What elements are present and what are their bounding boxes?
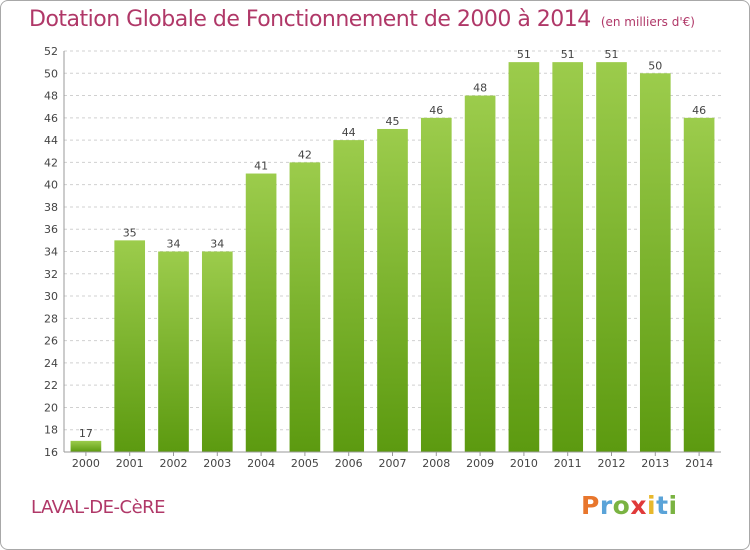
x-tick-label-2003: 2003 bbox=[203, 457, 231, 470]
proxiti-logo: Proxiti bbox=[581, 491, 678, 520]
y-tick-label: 22 bbox=[44, 379, 58, 392]
y-tick-label: 30 bbox=[44, 290, 58, 303]
y-tick-label: 24 bbox=[44, 357, 58, 370]
data-label-2004: 41 bbox=[254, 160, 268, 173]
x-tick-label-2008: 2008 bbox=[422, 457, 450, 470]
bar-2000 bbox=[70, 440, 102, 452]
y-tick-label: 44 bbox=[44, 134, 58, 147]
x-tick-label-2004: 2004 bbox=[247, 457, 275, 470]
data-label-2006: 44 bbox=[342, 126, 356, 139]
y-tick-label: 28 bbox=[44, 312, 58, 325]
axes: 16 18 20 22 24 26 28 30 32 34 36 38 40 42 44 46 48 50 52 20… bbox=[44, 45, 721, 470]
y-tick-label: 46 bbox=[44, 112, 58, 125]
y-tick-label: 26 bbox=[44, 335, 58, 348]
data-labels: 17 35 34 34 41 42 44 45 46 48 51 51 51 50 46 bbox=[79, 48, 706, 440]
data-label-2013: 50 bbox=[648, 59, 662, 72]
logo-letter: r bbox=[599, 491, 613, 520]
data-label-2000: 17 bbox=[79, 427, 93, 440]
y-tick-label: 48 bbox=[44, 90, 58, 103]
x-tick-label-2000: 2000 bbox=[72, 457, 100, 470]
bar-2004 bbox=[245, 173, 277, 452]
x-tick-label-2011: 2011 bbox=[554, 457, 582, 470]
data-label-2014: 46 bbox=[692, 104, 706, 117]
x-tick-label-2009: 2009 bbox=[466, 457, 494, 470]
logo-letter: i bbox=[647, 491, 657, 520]
data-label-2011: 51 bbox=[561, 48, 575, 61]
chart-unit: (en milliers d'€) bbox=[600, 15, 695, 29]
bar-2006 bbox=[333, 140, 365, 452]
logo-letter: t bbox=[656, 491, 669, 520]
bar-2013 bbox=[639, 73, 671, 453]
x-tick-label-2010: 2010 bbox=[510, 457, 538, 470]
logo-letter: i bbox=[668, 491, 678, 520]
x-tick-label-2013: 2013 bbox=[641, 457, 669, 470]
logo-letter: P bbox=[581, 491, 600, 520]
y-tick-label: 32 bbox=[44, 268, 58, 281]
bar-2008 bbox=[420, 117, 452, 452]
data-label-2005: 42 bbox=[298, 148, 312, 161]
data-label-2009: 48 bbox=[473, 82, 487, 95]
data-label-2002: 34 bbox=[167, 238, 181, 251]
bar-2002 bbox=[158, 251, 189, 452]
bars bbox=[70, 62, 715, 453]
bar-2005 bbox=[289, 162, 321, 452]
bar-2003 bbox=[201, 251, 233, 452]
data-label-2003: 34 bbox=[210, 238, 224, 251]
x-tick-label-2002: 2002 bbox=[160, 457, 188, 470]
y-tick-label: 38 bbox=[44, 201, 58, 214]
y-tick-label: 18 bbox=[44, 424, 58, 437]
bar-2011 bbox=[552, 62, 584, 453]
bar-2001 bbox=[114, 240, 146, 452]
y-tick-label: 36 bbox=[44, 223, 58, 236]
y-tick-label: 34 bbox=[44, 246, 58, 259]
title-row: Dotation Globale de Fonctionnement de 20… bbox=[29, 7, 695, 32]
data-label-2001: 35 bbox=[123, 226, 137, 239]
y-tick-label: 20 bbox=[44, 401, 58, 414]
y-tick-label: 16 bbox=[44, 446, 58, 459]
chart-title: Dotation Globale de Fonctionnement de 20… bbox=[29, 7, 591, 32]
x-tick-label-2001: 2001 bbox=[116, 457, 144, 470]
bar-2007 bbox=[377, 128, 408, 452]
bar-2009 bbox=[464, 95, 496, 453]
logo-letter: o bbox=[612, 491, 631, 520]
x-tick-label-2014: 2014 bbox=[685, 457, 713, 470]
x-tick-label-2005: 2005 bbox=[291, 457, 319, 470]
y-tick-label: 50 bbox=[44, 67, 58, 80]
x-tick-label-2006: 2006 bbox=[335, 457, 363, 470]
x-tick-label-2012: 2012 bbox=[598, 457, 626, 470]
data-label-2012: 51 bbox=[605, 48, 619, 61]
bar-2010 bbox=[508, 62, 540, 453]
y-tick-label: 52 bbox=[44, 45, 58, 58]
y-tick-label: 40 bbox=[44, 179, 58, 192]
commune-name: LAVAL-DE-CèRE bbox=[31, 497, 166, 518]
data-label-2010: 51 bbox=[517, 48, 531, 61]
data-label-2007: 45 bbox=[386, 115, 400, 128]
y-tick-label: 42 bbox=[44, 156, 58, 169]
bar-2014 bbox=[683, 117, 715, 452]
bar-2012 bbox=[596, 62, 627, 453]
x-tick-label-2007: 2007 bbox=[379, 457, 407, 470]
data-label-2008: 46 bbox=[429, 104, 443, 117]
logo-letter: x bbox=[630, 491, 647, 520]
